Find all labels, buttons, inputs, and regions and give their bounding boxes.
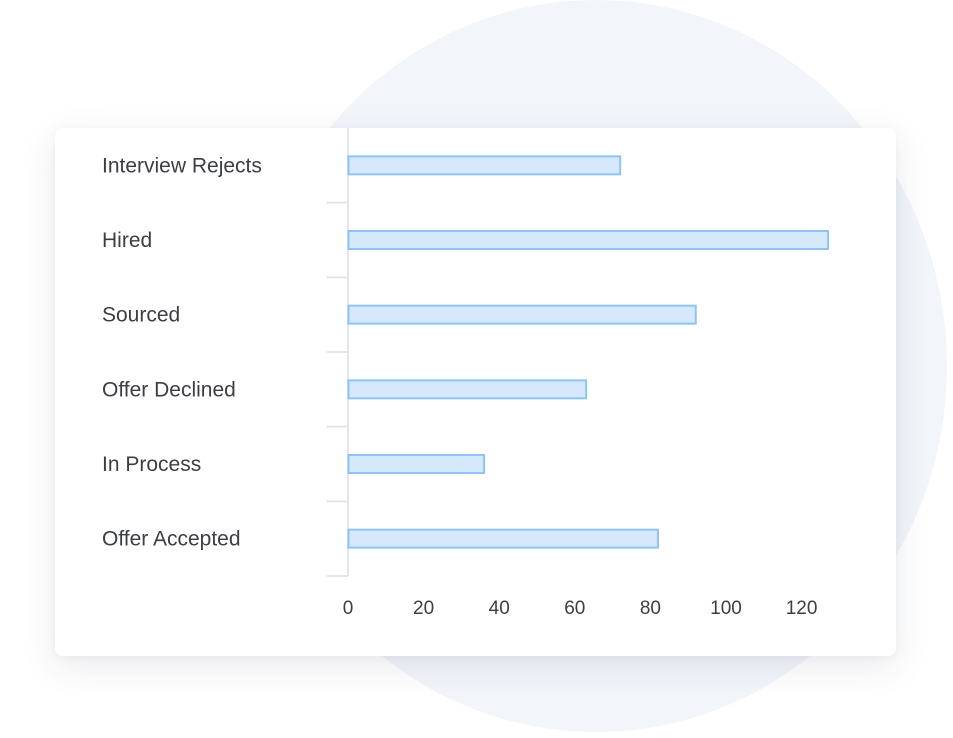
bar <box>347 230 830 250</box>
category-label: Hired <box>102 229 152 252</box>
tick-label-layer: 0 20 40 60 80 100 120 <box>343 598 818 619</box>
bar-chart: Interview Rejects Hired Sourced Offer Decli… <box>102 128 830 619</box>
chart-card: Interview Rejects Hired Sourced Offer Decli… <box>55 128 896 656</box>
bar <box>347 454 486 474</box>
bar <box>347 304 697 325</box>
x-tick-label: 20 <box>413 598 434 619</box>
x-tick-label: 80 <box>640 598 661 619</box>
x-tick-label: 40 <box>489 598 510 619</box>
bar-layer <box>347 155 830 549</box>
bar <box>347 528 659 549</box>
bar <box>347 379 588 400</box>
category-label: Offer Accepted <box>102 528 241 551</box>
x-tick-label: 60 <box>564 598 585 619</box>
x-tick-label: 120 <box>786 598 818 619</box>
axis-layer <box>327 128 349 577</box>
category-label-layer: Interview Rejects Hired Sourced Offer Decli… <box>102 154 262 550</box>
category-label: Interview Rejects <box>102 154 262 177</box>
bar <box>347 155 622 176</box>
category-label: In Process <box>102 453 201 476</box>
category-label: Offer Declined <box>102 378 236 401</box>
category-label: Sourced <box>102 304 180 327</box>
x-tick-label: 0 <box>343 598 354 619</box>
x-tick-label: 100 <box>710 598 742 619</box>
